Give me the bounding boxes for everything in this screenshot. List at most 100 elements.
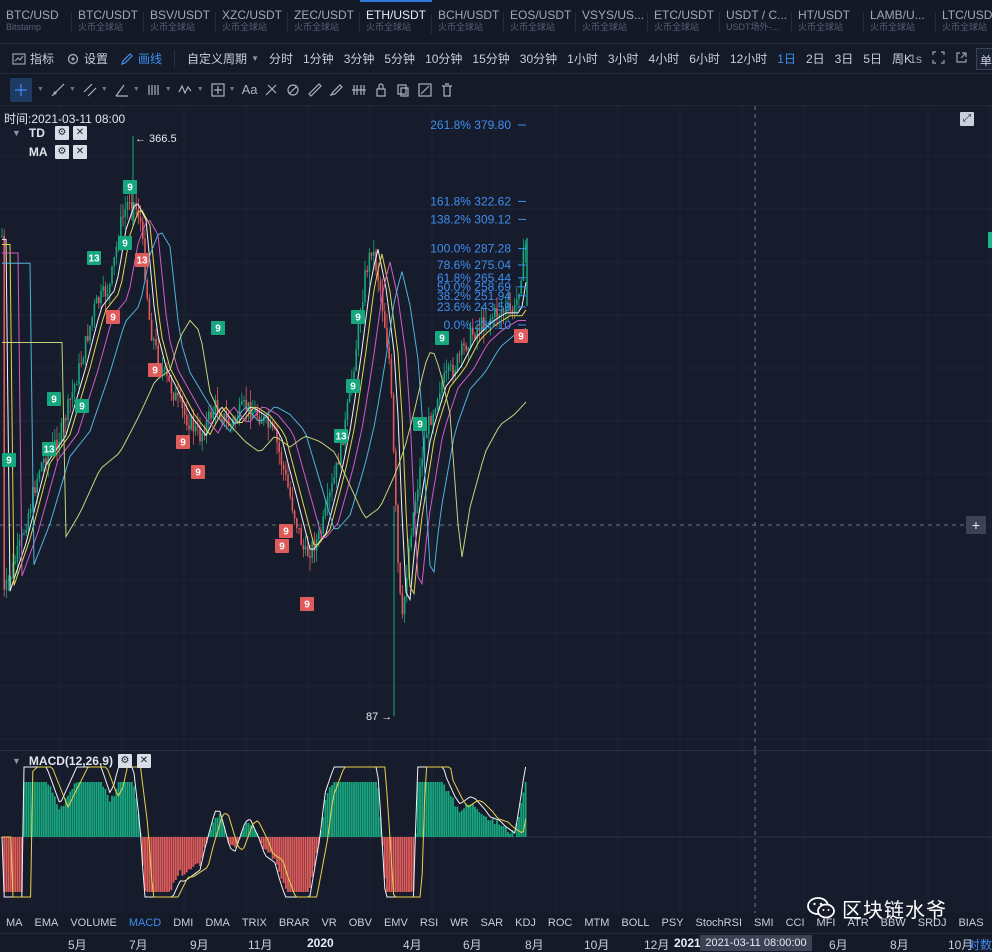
- symbol-tab[interactable]: ETH/USDT 火币全球站: [360, 0, 432, 43]
- symbol-tab[interactable]: BCH/USDT 火币全球站: [432, 0, 504, 43]
- indicator-option[interactable]: SRDJ: [917, 917, 947, 929]
- indicator-option[interactable]: MACD: [128, 917, 162, 929]
- symbol-tab[interactable]: VSYS/US... 火币全球站: [576, 0, 648, 43]
- indicator-option[interactable]: KDJ: [515, 917, 536, 929]
- macd-pane[interactable]: ▼ MACD(12,26,9) ⚙ ✕: [0, 750, 992, 913]
- lock-tool[interactable]: [373, 78, 389, 102]
- hide-drawings-tool[interactable]: [417, 78, 433, 102]
- indicator-option[interactable]: DMI: [173, 917, 194, 929]
- settings-button[interactable]: 设置: [66, 50, 108, 67]
- delete-tool[interactable]: [439, 78, 455, 102]
- period-option[interactable]: 5日: [863, 52, 882, 66]
- pitchfork-tool[interactable]: ▼: [146, 78, 172, 102]
- period-option[interactable]: 12小时: [729, 52, 768, 66]
- indicator-option[interactable]: StochRSI: [695, 917, 743, 929]
- indicator-option[interactable]: ATR: [847, 917, 869, 929]
- measure-tool[interactable]: ▼: [210, 78, 236, 102]
- indicator-option[interactable]: SAR: [480, 917, 504, 929]
- gear-icon[interactable]: ⚙: [54, 126, 69, 140]
- single-chart-button[interactable]: 单: [976, 48, 992, 70]
- indicator-option[interactable]: WR: [450, 917, 469, 929]
- indicator-option[interactable]: RSI: [419, 917, 439, 929]
- chevron-down-icon[interactable]: ▼: [12, 756, 21, 766]
- magnet-tool[interactable]: [285, 78, 301, 102]
- indicator-option[interactable]: BRAR: [278, 917, 310, 929]
- indicator-option[interactable]: VOLUME: [70, 917, 117, 929]
- expand-icon[interactable]: [932, 51, 945, 67]
- symbol-tab[interactable]: BSV/USDT 火币全球站: [144, 0, 216, 43]
- period-option[interactable]: 10分钟: [425, 52, 463, 66]
- period-option[interactable]: 2日: [805, 52, 825, 66]
- indicator-option[interactable]: TRIX: [241, 917, 267, 929]
- interval-label[interactable]: 1s: [909, 52, 922, 66]
- indicator-option[interactable]: MTM: [584, 917, 610, 929]
- draw-line-button[interactable]: 画线: [120, 50, 162, 67]
- indicator-option[interactable]: BIAS: [958, 917, 984, 929]
- indicator-option[interactable]: ROC: [547, 917, 573, 929]
- macd-chart[interactable]: [0, 751, 992, 913]
- eraser-tool[interactable]: [329, 78, 345, 102]
- trend-line-tool[interactable]: ▼: [50, 78, 76, 102]
- indicator-option[interactable]: MA: [6, 917, 23, 929]
- indicator-option[interactable]: BOLL: [621, 917, 650, 929]
- symbol-tab[interactable]: XZC/USDT 火币全球站: [216, 0, 288, 43]
- indicator-option[interactable]: MFI: [816, 917, 836, 929]
- indicator-option[interactable]: EMA: [34, 917, 59, 929]
- price-chart[interactable]: 261.8% 379.80 161.8% 322.62 138.2% 309.12 1…: [0, 106, 992, 750]
- period-option[interactable]: 15分钟: [472, 52, 510, 66]
- period-option[interactable]: 1分钟: [303, 52, 334, 66]
- wave-tool[interactable]: ▼: [178, 78, 204, 102]
- period-option[interactable]: 周K: [892, 52, 913, 66]
- symbol-tab[interactable]: LAMB/U... 火币全球站: [864, 0, 936, 43]
- angle-tool[interactable]: ▼: [114, 78, 140, 102]
- indicator-option[interactable]: OBV: [348, 917, 372, 929]
- fullscreen-icon[interactable]: ⤢: [960, 112, 974, 126]
- parallel-channel-tool[interactable]: ▼: [82, 78, 108, 102]
- brush-tool[interactable]: [263, 78, 279, 102]
- ohlc-tool[interactable]: [351, 78, 367, 102]
- indicator-option[interactable]: BBW: [880, 917, 906, 929]
- period-option[interactable]: 3日: [834, 52, 854, 66]
- period-option[interactable]: 30分钟: [519, 52, 558, 66]
- indicator-option[interactable]: SMI: [754, 917, 774, 929]
- symbol-tab[interactable]: ZEC/USDT 火币全球站: [288, 0, 360, 43]
- close-icon[interactable]: ✕: [136, 754, 151, 768]
- time-axis[interactable]: 10月 8月 6月 2021 12月 10月 8月 6月 4月 2020 11月 9月 7月 5月 202…: [0, 933, 992, 952]
- symbol-tab[interactable]: USDT / C... USDT场外-...: [720, 0, 792, 43]
- gear-icon[interactable]: ⚙: [54, 145, 69, 159]
- symbol-tab[interactable]: EOS/USDT 火币全球站: [504, 0, 576, 43]
- indicator-option[interactable]: DMA: [205, 917, 230, 929]
- indicator-option[interactable]: CCI: [785, 917, 805, 929]
- symbol-tab[interactable]: ETC/USDT 火币全球站: [648, 0, 720, 43]
- period-option[interactable]: 6小时: [689, 52, 720, 66]
- copy-tool[interactable]: [395, 78, 411, 102]
- symbol-tab[interactable]: HT/USDT 火币全球站: [792, 0, 864, 43]
- period-option[interactable]: 3分钟: [343, 52, 375, 66]
- text-tool[interactable]: Aa: [242, 78, 258, 102]
- period-option[interactable]: 1日: [777, 52, 796, 66]
- custom-period-dropdown[interactable]: 自定义周期 ▼: [187, 50, 259, 67]
- ruler-tool[interactable]: [307, 78, 323, 102]
- period-option[interactable]: 1小时: [567, 52, 598, 66]
- indicator-option[interactable]: EMV: [383, 917, 408, 929]
- close-icon[interactable]: ✕: [72, 145, 87, 159]
- symbol-tab[interactable]: BTC/USD Bitstamp: [0, 0, 72, 43]
- symbol-tab[interactable]: BTC/USDT 火币全球站: [72, 0, 144, 43]
- close-icon[interactable]: ✕: [72, 126, 87, 140]
- indicator-option[interactable]: PSY: [661, 917, 684, 929]
- crosshair-tool[interactable]: [10, 77, 32, 102]
- add-order-plus-button[interactable]: +: [966, 516, 986, 534]
- period-option[interactable]: 5分钟: [384, 52, 416, 66]
- gear-icon[interactable]: ⚙: [117, 754, 132, 768]
- period-option[interactable]: 3小时: [607, 52, 639, 66]
- indicator-button[interactable]: 指标: [12, 50, 54, 67]
- log-scale-toggle[interactable]: 对数: [967, 938, 992, 952]
- period-option[interactable]: 分时: [268, 52, 293, 66]
- indicator-option[interactable]: VR: [321, 917, 337, 929]
- popout-icon[interactable]: [955, 51, 968, 67]
- period-option[interactable]: 4小时: [648, 52, 680, 66]
- main-chart-pane[interactable]: 261.8% 379.80 161.8% 322.62 138.2% 309.12 1…: [0, 106, 992, 750]
- chevron-down-icon[interactable]: ▼: [12, 128, 21, 138]
- chevron-down-icon[interactable]: ▼: [37, 86, 44, 93]
